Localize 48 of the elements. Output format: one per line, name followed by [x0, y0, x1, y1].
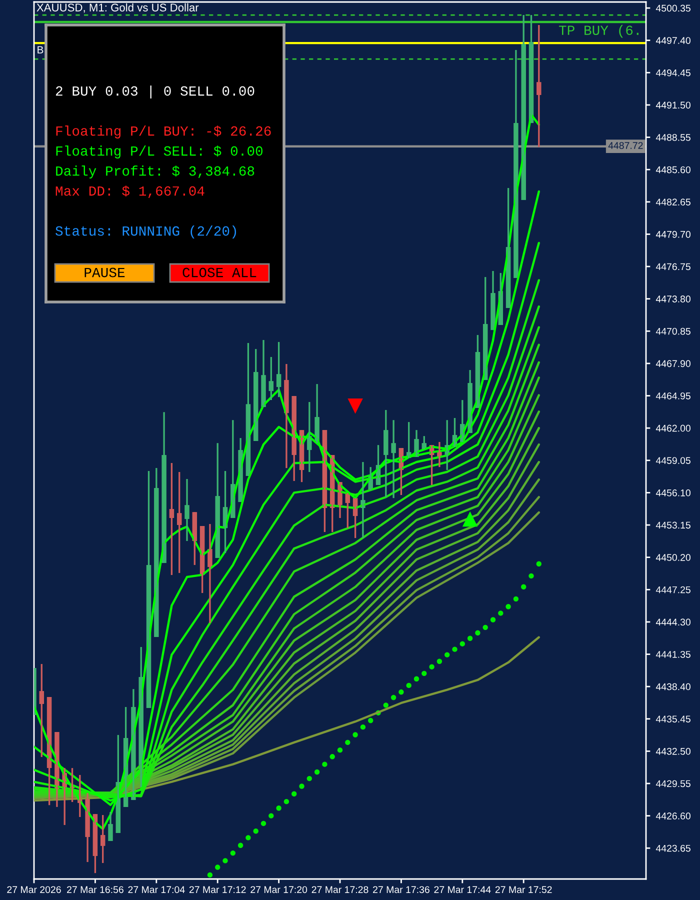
annotation: Daily Profit: $ 3,384.68: [56, 166, 254, 178]
x-tick-label: 27 Mar 2026: [7, 886, 61, 894]
y-tick-label: 4476.75: [656, 263, 690, 270]
annotation: Floating P/L SELL: $ 0.00: [56, 146, 263, 158]
y-tick-label: 4453.15: [656, 522, 690, 529]
y-tick-label: 4488.55: [656, 134, 690, 141]
y-tick-label: 4438.40: [656, 683, 690, 690]
annotation: Status: RUNNING (2/20): [56, 226, 236, 238]
y-tick-label: 4456.10: [656, 489, 690, 496]
y-tick-label: 4441.35: [656, 650, 690, 658]
y-tick-label: 4435.45: [656, 716, 690, 722]
y-tick-label: 4479.70: [656, 230, 690, 238]
category-label: PAUSE: [84, 268, 125, 278]
y-tick-label: 4429.55: [656, 780, 690, 788]
ref-line-label: B: [38, 46, 44, 54]
ref-line-label: TP BUY (6.: [558, 24, 638, 38]
y-tick-label: 4497.40: [656, 37, 690, 44]
y-tick-label: 4500.35: [656, 4, 690, 12]
y-tick-label: 4450.20: [656, 554, 690, 561]
x-tick-label: 27 Mar 17:36: [373, 886, 430, 894]
y-tick-label: 4470.85: [656, 328, 690, 335]
x-tick-label: 27 Mar 17:44: [434, 886, 491, 894]
y-tick-label: 4444.30: [656, 618, 690, 626]
y-tick-label: 4482.65: [656, 198, 690, 206]
y-tick-label: 4464.95: [656, 392, 690, 400]
y-tick-label: 4485.60: [656, 166, 690, 174]
x-tick-label: 27 Mar 17:28: [312, 886, 368, 894]
ref-line-label: 4487.72: [608, 142, 643, 149]
y-tick-label: 4426.60: [656, 812, 690, 820]
y-tick-label: 4459.05: [656, 457, 690, 464]
y-tick-label: 4494.45: [656, 69, 690, 76]
x-tick-label: 27 Mar 17:04: [128, 886, 185, 894]
annotation: Max DD: $ 1,667.04: [56, 186, 204, 198]
chart-title: XAUUSD, M1: Gold vs US Dollar: [36, 3, 199, 13]
x-tick-label: 27 Mar 17:12: [189, 886, 246, 894]
annotation: Floating P/L BUY: -$ 26.26: [56, 126, 271, 138]
category-label: CLOSE ALL: [182, 268, 256, 278]
annotation: 2 BUY 0.03 | 0 SELL 0.00: [56, 86, 254, 98]
y-tick-label: 4423.65: [656, 844, 690, 852]
y-tick-label: 4491.50: [656, 102, 690, 109]
x-tick-label: 27 Mar 17:52: [495, 886, 552, 894]
x-tick-label: 27 Mar 17:20: [250, 886, 308, 894]
y-tick-label: 4473.80: [656, 296, 690, 302]
y-tick-label: 4432.50: [656, 748, 690, 755]
x-tick-label: 27 Mar 16:56: [67, 886, 124, 894]
y-tick-label: 4462.00: [656, 424, 690, 432]
y-tick-label: 4447.25: [656, 586, 690, 594]
y-tick-label: 4467.90: [656, 360, 690, 368]
